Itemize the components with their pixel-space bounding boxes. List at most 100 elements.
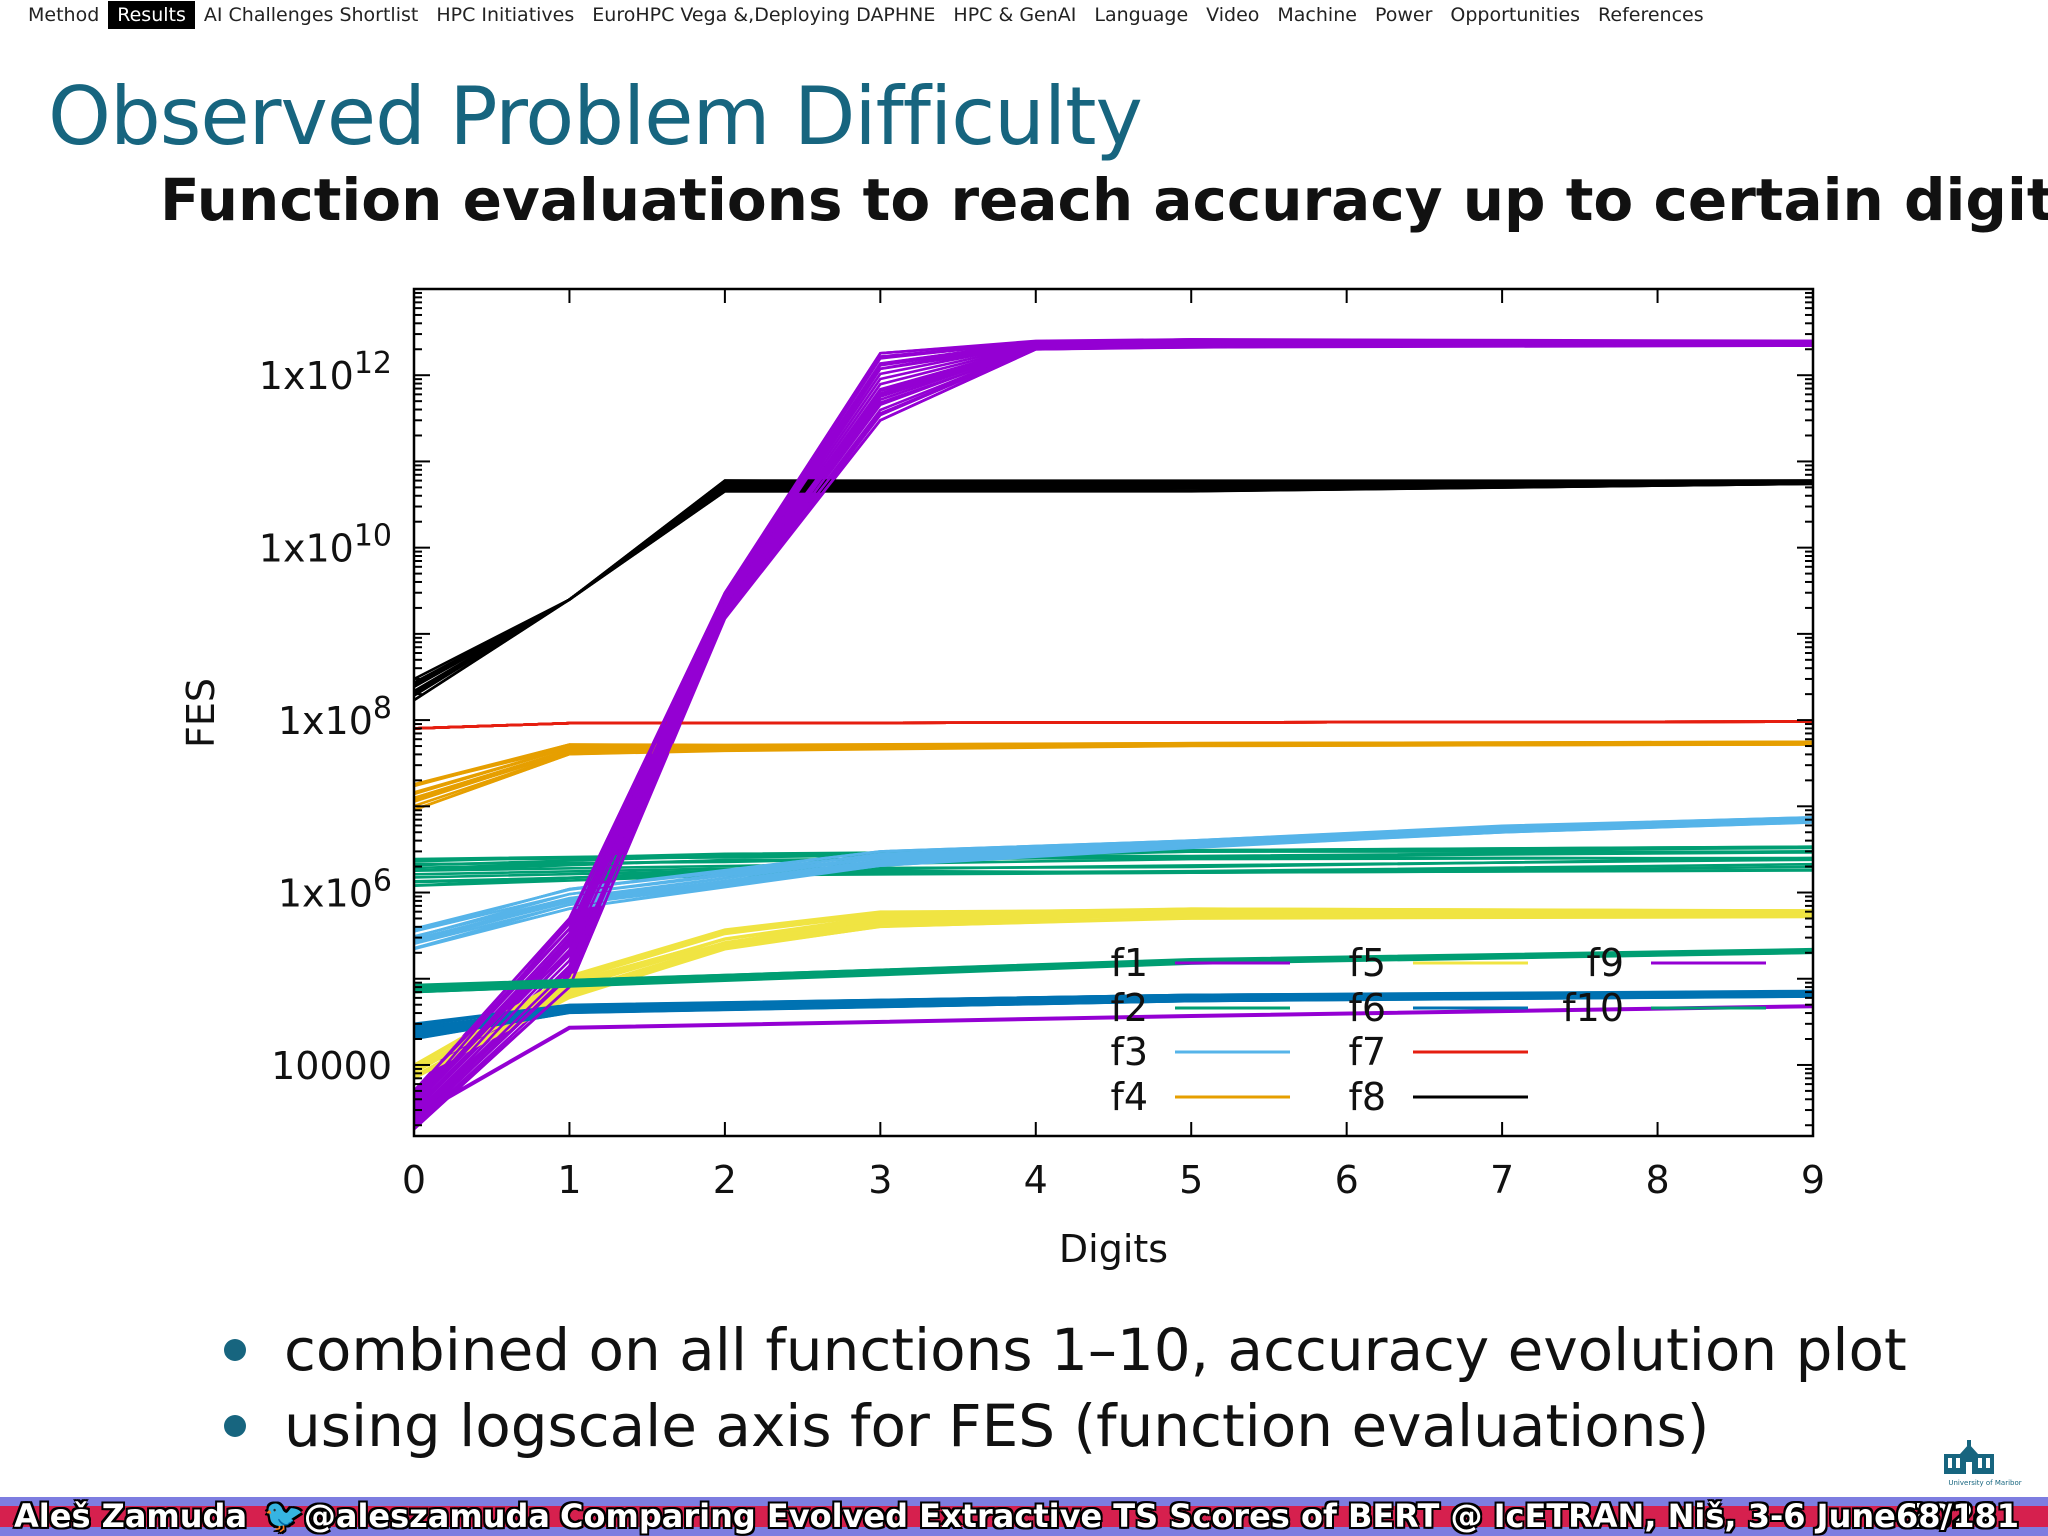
nav-item-machine[interactable]: Machine	[1277, 4, 1357, 26]
logo-caption: University of Maribor	[1948, 1479, 2021, 1487]
y-tick-label: 1x108	[278, 691, 392, 743]
series-line-f1-low	[413, 1004, 1814, 1119]
x-tick-label: 2	[713, 1158, 737, 1202]
series-line-f4	[413, 742, 1814, 812]
y-tick-exponent: 6	[373, 864, 392, 899]
nav-item-opportunities[interactable]: Opportunities	[1450, 4, 1581, 26]
series-line-f4	[413, 740, 1814, 787]
nav-item-method[interactable]: Method	[28, 4, 100, 26]
footer-author: Aleš Zamuda	[14, 1497, 248, 1535]
x-tick-label: 4	[1024, 1158, 1048, 1202]
footer-twitter[interactable]: 🐦@aleszamuda	[264, 1497, 550, 1535]
x-tick-label: 6	[1335, 1158, 1359, 1202]
bullet-list: combined on all functions 1–10, accuracy…	[222, 1312, 1907, 1464]
series-line-f8	[413, 481, 1814, 693]
series-line-f8	[413, 479, 1814, 685]
series-line-f8	[413, 479, 1814, 681]
legend-entry-f6: f6	[1348, 986, 1528, 1030]
nav-item-ai-challenges[interactable]: AI Challenges Shortlist	[203, 4, 419, 26]
plot-frame	[412, 287, 1815, 1138]
legend-label: f5	[1348, 941, 1386, 985]
legend-entry-f9: f9	[1586, 941, 1766, 985]
y-tick-label: 10000	[271, 1044, 392, 1088]
university-building-icon: University of Maribor	[1944, 1440, 2022, 1487]
x-axis-label: Digits	[1059, 1227, 1168, 1271]
series-f3	[413, 816, 1814, 951]
legend-label: f3	[1110, 1030, 1148, 1074]
x-tick-label: 9	[1801, 1158, 1825, 1202]
bullet-item: using logscale axis for FES (function ev…	[222, 1388, 1907, 1464]
legend-label: f9	[1586, 941, 1624, 985]
top-navigation: Method Results AI Challenges Shortlist H…	[0, 0, 2048, 30]
series-line-f10	[413, 947, 1814, 987]
legend-entry-f8: f8	[1348, 1075, 1528, 1119]
legend-label: f7	[1348, 1030, 1386, 1074]
axis-ticks	[413, 288, 1814, 1136]
series-layer	[413, 338, 1814, 1131]
series-line-f8	[413, 481, 1814, 696]
footer-talk-title: Comparing Evolved Extractive TS Scores o…	[560, 1497, 1997, 1535]
series-f8	[413, 479, 1814, 702]
slide-title: Observed Problem Difficulty	[48, 70, 1143, 163]
series-f7	[413, 720, 1814, 730]
y-tick-exponent: 8	[373, 691, 392, 726]
y-tick-label: 1x1010	[259, 519, 392, 571]
bullet-dot	[224, 1339, 246, 1361]
y-tick-label: 1x106	[278, 864, 392, 916]
legend-label: f4	[1110, 1075, 1148, 1119]
legend-entry-f3: f3	[1110, 1030, 1290, 1074]
x-tick-label: 0	[402, 1158, 426, 1202]
nav-item-hpc-initiatives[interactable]: HPC Initiatives	[436, 4, 575, 26]
series-line-f8	[413, 479, 1814, 687]
x-tick-label: 8	[1645, 1158, 1669, 1202]
nav-item-references[interactable]: References	[1598, 4, 1704, 26]
fes-accuracy-chart: 0 1 2 3 4 5 6 7 8 9100001x1061x1081x10101x1012Dig…	[179, 287, 1825, 1271]
series-line-f7	[413, 720, 1814, 730]
series-line-f4	[413, 743, 1814, 811]
nav-item-hpc-genai[interactable]: HPC & GenAI	[953, 4, 1077, 26]
bullet-text: using logscale axis for FES (function ev…	[284, 1392, 1710, 1460]
x-tick-label: 7	[1490, 1158, 1514, 1202]
series-f4	[413, 740, 1814, 812]
y-tick-exponent: 12	[354, 346, 392, 381]
series-line-f3	[413, 816, 1814, 933]
series-line-f8	[413, 482, 1814, 702]
series-line-f8	[413, 479, 1814, 689]
bullet-item: combined on all functions 1–10, accuracy…	[222, 1312, 1907, 1388]
series-line-f2	[413, 856, 1814, 876]
series-line-f8	[413, 482, 1814, 702]
series-line-f6	[413, 989, 1814, 1028]
legend-label: f6	[1348, 986, 1386, 1030]
series-line-f4	[413, 742, 1814, 800]
legend-entry-f2: f2	[1110, 986, 1290, 1030]
series-line-f8	[413, 481, 1814, 696]
y-tick-exponent: 10	[354, 519, 392, 554]
legend-entry-f5: f5	[1348, 941, 1528, 985]
series-line-f8	[413, 482, 1814, 697]
footer-bar: Aleš Zamuda 🐦@aleszamuda Comparing Evolv…	[0, 1497, 2048, 1536]
y-axis-label: FES	[179, 678, 223, 748]
nav-item-results[interactable]: Results	[108, 1, 195, 29]
bullet-text: combined on all functions 1–10, accuracy…	[284, 1316, 1907, 1384]
y-tick-label: 1x1012	[259, 346, 392, 398]
series-line-f8	[413, 480, 1813, 684]
slide-subtitle: Function evaluations to reach accuracy u…	[160, 166, 2048, 234]
legend-label: f2	[1110, 986, 1148, 1030]
nav-item-video[interactable]: Video	[1206, 4, 1260, 26]
series-line-f9	[413, 342, 1814, 1121]
x-tick-label: 5	[1179, 1158, 1203, 1202]
legend-entry-f7: f7	[1348, 1030, 1528, 1074]
series-line-f4	[413, 740, 1814, 788]
footer-page-number: 68/181	[1896, 1497, 2020, 1535]
series-line-f8	[413, 480, 1814, 688]
series-line-f8	[413, 480, 1814, 688]
nav-item-power[interactable]: Power	[1374, 4, 1433, 26]
series-line-f2	[413, 862, 1814, 884]
axes-frame	[412, 287, 1815, 1138]
series-f1-low	[413, 1004, 1814, 1119]
legend-entry-f4: f4	[1110, 1075, 1290, 1119]
legend-entry-f1: f1	[1110, 941, 1290, 985]
nav-item-language[interactable]: Language	[1094, 4, 1189, 26]
nav-item-eurohpc-vega[interactable]: EuroHPC Vega &,Deploying DAPHNE	[592, 4, 936, 26]
